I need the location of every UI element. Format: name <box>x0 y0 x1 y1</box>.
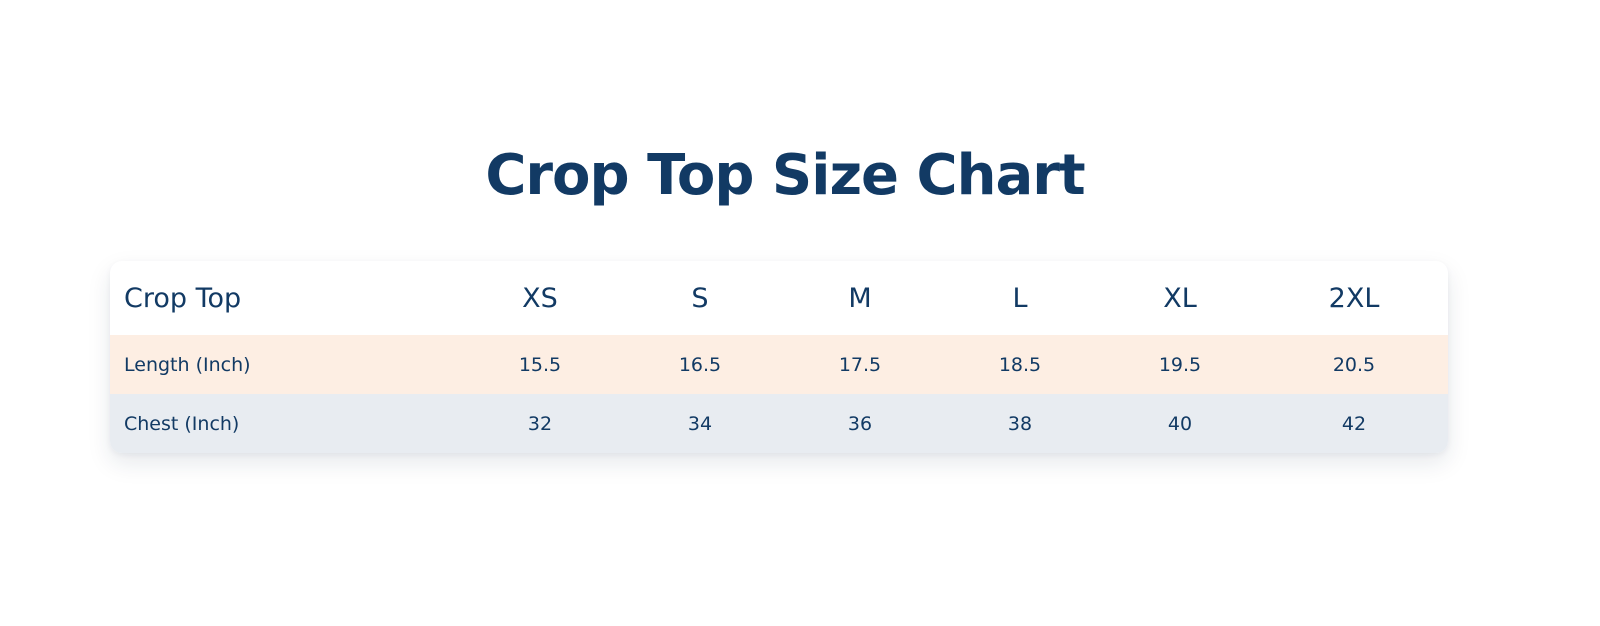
size-chart-table-card: Crop Top XS S M L XL 2XL Length (Inch) 1… <box>110 261 1448 453</box>
length-value-xs: 15.5 <box>460 335 620 394</box>
chest-value-s: 34 <box>620 394 780 453</box>
length-value-2xl: 20.5 <box>1260 335 1448 394</box>
chest-value-2xl: 42 <box>1260 394 1448 453</box>
table-row-length: Length (Inch) 15.5 16.5 17.5 18.5 19.5 2… <box>110 335 1448 394</box>
length-value-xl: 19.5 <box>1100 335 1260 394</box>
header-product-name: Crop Top <box>124 282 242 314</box>
header-size-2xl: 2XL <box>1328 282 1380 314</box>
chest-value-l: 38 <box>940 394 1100 453</box>
table-header-row: Crop Top XS S M L XL 2XL <box>110 261 1448 335</box>
header-size-s: S <box>691 282 709 314</box>
header-size-l: L <box>1012 282 1028 314</box>
row-label-length: Length (Inch) <box>110 335 460 394</box>
length-value-l: 18.5 <box>940 335 1100 394</box>
chest-value-xs: 32 <box>460 394 620 453</box>
page-title: Crop Top Size Chart <box>485 143 1085 208</box>
length-value-m: 17.5 <box>780 335 940 394</box>
chest-value-xl: 40 <box>1100 394 1260 453</box>
row-label-chest: Chest (Inch) <box>110 394 460 453</box>
header-size-m: M <box>848 282 872 314</box>
length-value-s: 16.5 <box>620 335 780 394</box>
header-size-xs: XS <box>522 282 558 314</box>
chest-value-m: 36 <box>780 394 940 453</box>
size-chart-table: Crop Top XS S M L XL 2XL Length (Inch) 1… <box>110 261 1448 453</box>
header-size-xl: XL <box>1163 282 1197 314</box>
table-row-chest: Chest (Inch) 32 34 36 38 40 42 <box>110 394 1448 453</box>
